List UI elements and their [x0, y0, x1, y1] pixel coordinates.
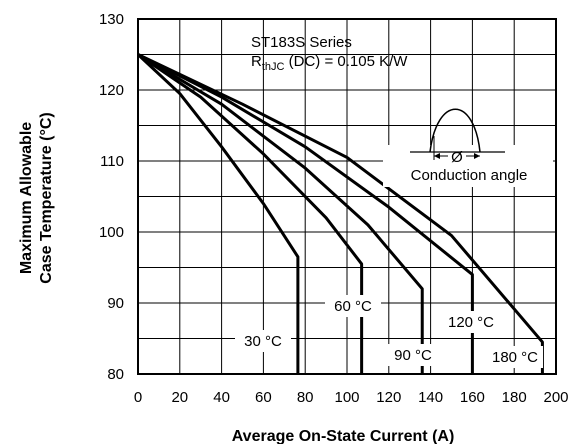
series-label-bg	[235, 330, 291, 352]
y-tick-label: 80	[107, 366, 124, 383]
conduction-angle-diagram: Ø Conduction angle	[383, 108, 553, 187]
x-tick-label: 200	[543, 389, 568, 406]
x-tick-label: 80	[297, 389, 314, 406]
arrowhead-right	[474, 153, 480, 159]
x-tick-label: 100	[334, 389, 359, 406]
series-label: 30 °C	[244, 333, 282, 350]
x-ticks: 0 20 40 60 80 100 120 140 160 180 200	[134, 389, 569, 406]
series-line-90c	[137, 53, 424, 374]
series-line-120c	[137, 53, 474, 374]
x-tick-label: 160	[460, 389, 485, 406]
conduction-angle-label: Conduction angle	[411, 167, 528, 184]
series-label: 90 °C	[394, 347, 432, 364]
rth-label: RthJC (DC) = 0.105 K/W	[251, 53, 408, 73]
series-label: 120 °C	[448, 314, 494, 331]
series-label-bg	[443, 311, 499, 333]
series-label-bg	[385, 344, 441, 366]
series-label: 60 °C	[334, 298, 372, 315]
series-label-bg	[325, 295, 381, 317]
series-label-bg	[487, 346, 543, 368]
x-tick-label: 60	[255, 389, 272, 406]
x-tick-label: 40	[213, 389, 230, 406]
grid	[138, 19, 556, 374]
y-tick-label: 100	[99, 224, 124, 241]
y-tick-label: 120	[99, 82, 124, 99]
series-line-30c	[136, 53, 300, 374]
plot-frame	[137, 18, 557, 375]
rth-main: R	[251, 53, 262, 70]
x-tick-label: 180	[502, 389, 527, 406]
y-tick-label: 130	[99, 11, 124, 28]
y-tick-label: 90	[107, 295, 124, 312]
y-axis-title-line2: Case Temperature (°C)	[38, 112, 55, 283]
y-ticks: 80 90 100 110 120 130	[99, 11, 124, 383]
x-tick-label: 0	[134, 389, 142, 406]
rth-rest: (DC) = 0.105 K/W	[284, 53, 408, 70]
half-wave-arc	[429, 108, 481, 153]
x-tick-label: 120	[376, 389, 401, 406]
phi-symbol: Ø	[451, 149, 463, 166]
x-tick-label: 20	[171, 389, 188, 406]
y-axis-title-line1: Maximum Allowable	[18, 122, 35, 274]
series-label: 180 °C	[492, 349, 538, 366]
rth-sub: thJC	[262, 61, 285, 73]
series-line-60c	[137, 53, 364, 374]
y-tick-label: 110	[100, 153, 124, 170]
x-axis-title: Average On-State Current (A)	[232, 428, 455, 444]
series-title: ST183S Series	[251, 34, 352, 51]
arrowhead-left	[434, 153, 440, 159]
x-tick-label: 140	[418, 389, 443, 406]
series-labels: 30 °C 60 °C 90 °C 120 °C 180 °C	[235, 295, 543, 368]
